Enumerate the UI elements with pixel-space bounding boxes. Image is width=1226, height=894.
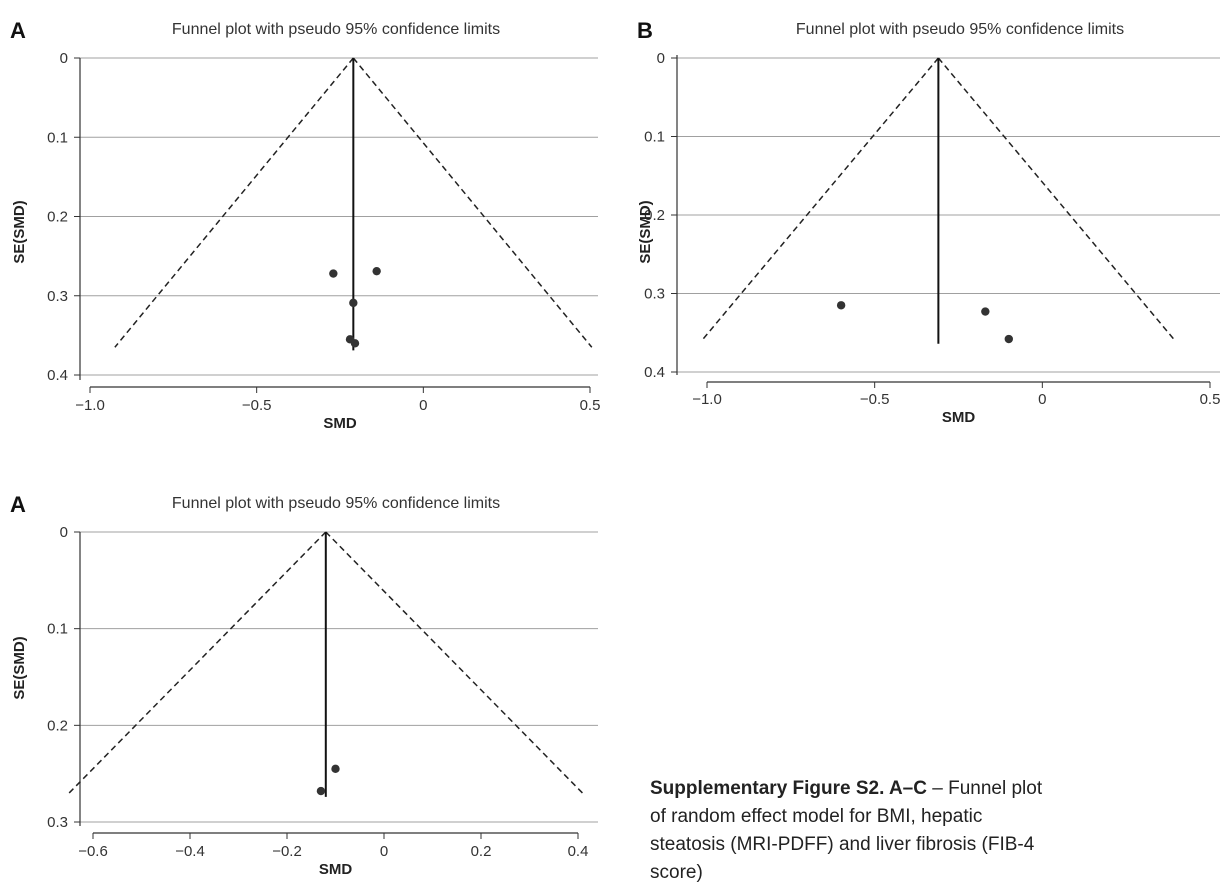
x-tick-label: −0.5 (242, 397, 272, 414)
y-tick-label: 0.3 (644, 286, 665, 303)
y-axis-label: SE(SMD) (11, 636, 28, 699)
x-axis-label: SMD (323, 415, 357, 432)
funnel-right-limit (937, 57, 1176, 342)
panel-letter: A (10, 492, 26, 517)
caption-text: – Funnel plot of random effect model for… (650, 778, 1043, 883)
study-point (331, 764, 340, 774)
y-tick-label: 0.1 (47, 129, 68, 146)
x-tick-label: 0.4 (568, 843, 589, 860)
y-tick-label: 0.1 (644, 129, 665, 146)
x-tick-label: −1.0 (692, 391, 722, 408)
x-tick-label: 0 (419, 397, 427, 414)
y-tick-label: 0 (60, 50, 68, 67)
y-tick-label: 0.2 (644, 207, 665, 224)
chart-title: Funnel plot with pseudo 95% confidence l… (172, 21, 500, 38)
y-tick-label: 0 (60, 524, 68, 541)
caption-lead: Supplementary Figure S2. A–C (650, 778, 927, 799)
chart-title: Funnel plot with pseudo 95% confidence l… (796, 21, 1124, 38)
y-tick-label: 0.4 (644, 364, 665, 381)
y-tick-label: 0.3 (47, 288, 68, 305)
x-tick-label: −0.6 (78, 843, 108, 860)
funnel-plot-panel-3: A Funnel plot with pseudo 95% confidence … (10, 492, 598, 878)
funnel-right-limit (352, 57, 593, 348)
y-tick-label: 0.2 (47, 717, 68, 734)
y-tick-label: 0 (657, 50, 665, 67)
x-axis-label: SMD (942, 409, 976, 426)
x-tick-label: −0.2 (272, 843, 302, 860)
study-point (372, 266, 381, 276)
y-tick-label: 0.2 (47, 209, 68, 226)
study-point (329, 269, 338, 278)
funnel-left-limit (114, 57, 354, 348)
study-point (836, 301, 846, 310)
x-tick-label: 0 (380, 843, 388, 860)
y-tick-label: 0.4 (47, 367, 68, 384)
panel-letter: B (637, 18, 653, 43)
x-tick-label: −0.5 (860, 391, 890, 408)
y-tick-label: 0.1 (47, 621, 68, 638)
y-tick-label: 0.3 (47, 814, 68, 831)
study-point (349, 298, 358, 308)
x-tick-label: −0.4 (175, 843, 205, 860)
chart-title: Funnel plot with pseudo 95% confidence l… (172, 495, 500, 512)
funnel-plot-panel-1: A Funnel plot with pseudo 95% confidence … (10, 18, 600, 432)
funnel-plot-panel-2: B Funnel plot with pseudo 95% confidence … (637, 18, 1220, 426)
x-tick-label: 0 (1038, 391, 1046, 408)
funnel-left-limit (701, 57, 939, 342)
funnel-right-limit (325, 531, 583, 794)
panel-letter: A (10, 18, 26, 43)
study-point (350, 339, 360, 348)
study-point (981, 307, 990, 316)
y-axis-label: SE(SMD) (637, 200, 654, 263)
x-tick-label: 0.2 (471, 843, 492, 860)
study-point (316, 786, 326, 796)
study-point (1004, 334, 1013, 344)
figure-caption: Supplementary Figure S2. A–C – Funnel pl… (650, 775, 1050, 887)
funnel-left-limit (68, 531, 327, 794)
y-axis-label: SE(SMD) (11, 200, 28, 263)
x-tick-label: 0.5 (1200, 391, 1221, 408)
x-axis-label: SMD (319, 861, 353, 878)
x-tick-label: 0.5 (580, 397, 601, 414)
x-tick-label: −1.0 (75, 397, 105, 414)
